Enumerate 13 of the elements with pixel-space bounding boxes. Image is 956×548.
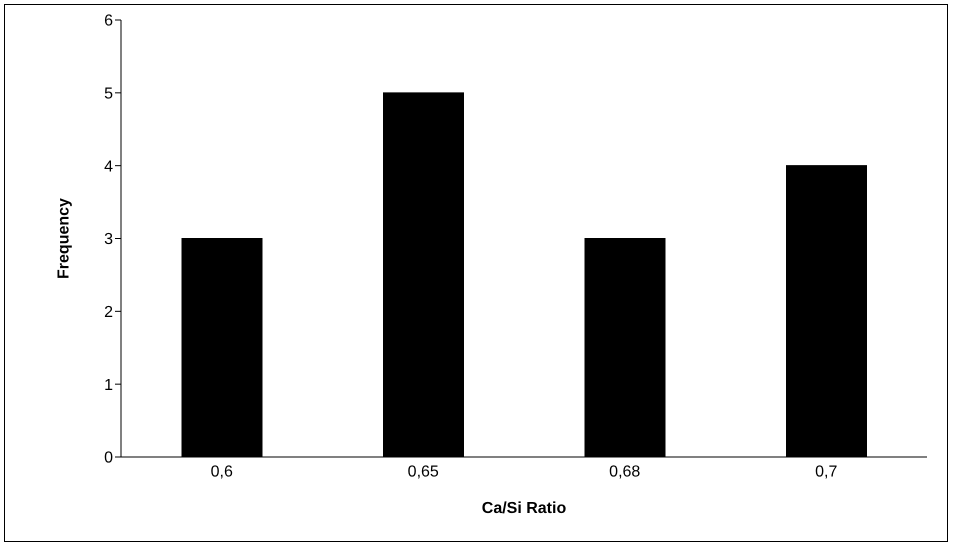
x-tick-label: 0,7 (815, 463, 838, 480)
y-axis-title: Frequency (56, 198, 73, 279)
y-tick-label: 0 (104, 450, 114, 467)
y-tick-label: 1 (104, 376, 114, 394)
y-tick-label: 3 (104, 231, 114, 248)
x-tick-label: 0,65 (408, 463, 439, 480)
y-tick-label: 2 (104, 304, 114, 322)
y-tick-label: 6 (104, 12, 114, 30)
y-tick-label: 5 (104, 86, 114, 103)
x-tick-label: 0,6 (210, 463, 233, 480)
y-tick-label: 4 (104, 158, 114, 176)
x-axis-title: Ca/Si Ratio (482, 500, 566, 517)
x-tick-label: 0,68 (609, 463, 640, 480)
